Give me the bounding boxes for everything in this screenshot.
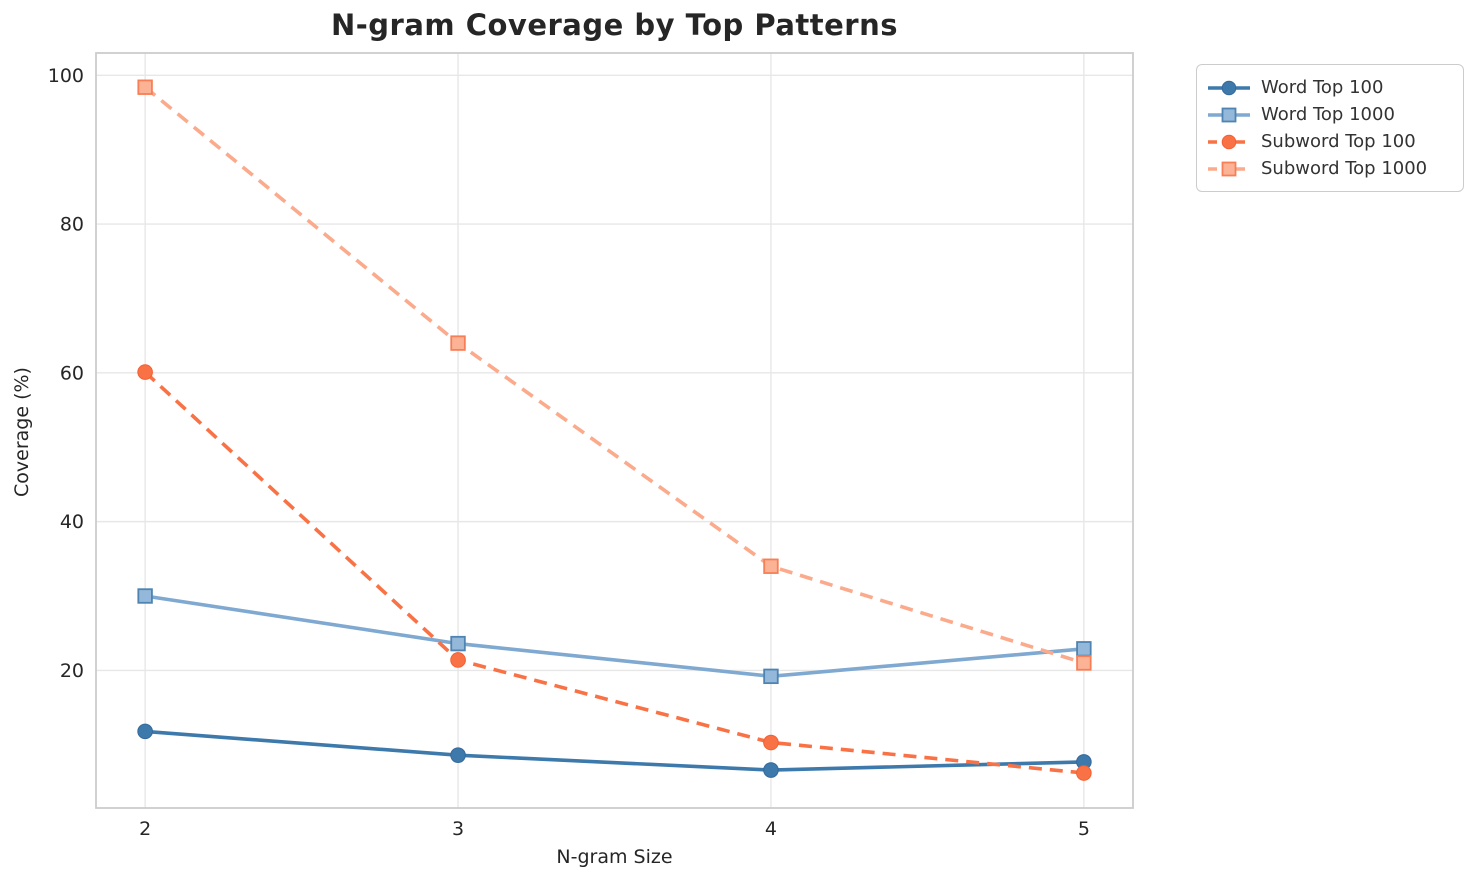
marker-word-top-1000 [763,668,779,685]
legend-item-subword-top-1000: Subword Top 1000 [1207,155,1451,182]
y-tick-label: 100 [48,65,84,87]
series-line-subword-top-1000 [143,85,1085,665]
series-line-subword-top-100 [143,370,1085,775]
y-axis-label: Coverage (%) [11,367,33,497]
y-tick-label: 40 [60,511,84,533]
marker-subword-top-100 [1076,765,1092,781]
legend-handle-word-top-100 [1208,80,1250,95]
series-line-word-top-1000 [144,594,1085,679]
legend-handle-subword-top-100 [1208,134,1250,149]
marker-subword-top-100 [450,652,466,668]
legend-marker-square-icon [1221,161,1237,176]
marker-subword-top-100 [137,364,153,380]
x-tick-label: 2 [139,818,151,840]
marker-word-top-100 [450,747,466,763]
legend-label: Word Top 100 [1261,77,1384,98]
legend-label: Subword Top 1000 [1261,158,1428,179]
x-axis-label: N-gram Size [556,846,673,868]
legend-item-subword-top-100: Subword Top 100 [1207,128,1451,155]
legend-label: Subword Top 100 [1261,131,1416,152]
plot-background [96,53,1133,808]
marker-word-top-1000 [137,588,153,604]
legend-item-word-top-1000: Word Top 1000 [1207,101,1451,128]
marker-word-top-1000 [450,635,466,652]
legend-label: Word Top 1000 [1261,104,1395,125]
legend-handle-subword-top-1000 [1208,161,1250,176]
marker-subword-top-1000 [763,558,779,574]
legend-marker-circle-icon [1221,134,1237,149]
chart-title: N-gram Coverage by Top Patterns [330,8,899,42]
x-tick-label: 3 [452,818,464,840]
marker-subword-top-1000 [137,79,153,95]
legend-handle-word-top-1000 [1208,107,1250,122]
marker-subword-top-1000 [1076,655,1092,671]
y-tick-label: 20 [60,660,84,682]
marker-word-top-100 [137,723,153,740]
marker-subword-top-1000 [450,335,466,351]
y-tick-label: 80 [60,214,84,236]
legend-item-word-top-100: Word Top 100 [1207,74,1451,101]
legend-marker-circle-icon [1221,80,1237,95]
legend: Word Top 100 Word Top 1000 Subword Top 100… [1196,64,1464,192]
y-tick-label: 60 [60,362,84,384]
series-line-word-top-100 [144,729,1084,772]
x-tick-label: 4 [765,818,777,840]
marker-word-top-1000 [1076,641,1092,657]
axes-spine [95,52,1134,809]
marker-word-top-100 [763,762,779,778]
x-tick-label: 5 [1078,818,1090,840]
legend-marker-square-icon [1221,107,1237,122]
marker-subword-top-100 [763,734,779,751]
